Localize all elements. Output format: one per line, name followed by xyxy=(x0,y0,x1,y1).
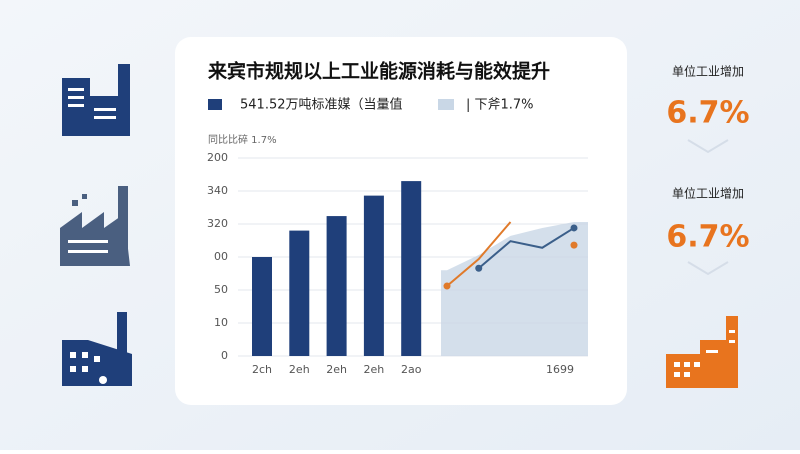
chevrons xyxy=(687,139,729,276)
chart-subtitle: 同比比碎 1.7% xyxy=(208,133,277,146)
line-point xyxy=(475,264,483,272)
icon-factory-1 xyxy=(62,64,130,136)
line-point xyxy=(443,282,451,290)
y-tick-label: 200 xyxy=(207,151,228,164)
y-tick-label: 00 xyxy=(214,250,228,263)
stat-label: 单位工业增加 xyxy=(672,64,744,79)
bar xyxy=(326,216,347,356)
x-tick-label: 2eh xyxy=(326,363,347,376)
legend-swatch xyxy=(438,99,454,110)
bar xyxy=(401,181,422,356)
y-tick-label: 0 xyxy=(221,349,228,362)
x-tick-label: 2ch xyxy=(252,363,272,376)
line xyxy=(478,227,575,269)
legend-label: | 下斧1.7% xyxy=(466,98,534,113)
stat-value: 6.7% xyxy=(666,220,749,255)
stat-value: 6.7% xyxy=(666,96,749,131)
x-tick-label: 2ao xyxy=(401,363,422,376)
stat-label: 单位工业增加 xyxy=(672,186,744,201)
x-tick-label: 2eh xyxy=(289,363,310,376)
legend-swatch xyxy=(208,99,222,110)
bar xyxy=(363,195,384,356)
line-point xyxy=(570,224,578,232)
y-tick-label: 340 xyxy=(207,184,228,197)
x-tick-label: 1699 xyxy=(546,363,574,376)
y-tick-label: 10 xyxy=(214,316,228,329)
line-point xyxy=(570,241,578,249)
icon-factory-2 xyxy=(60,186,130,266)
area xyxy=(441,222,588,356)
y-tick-label: 50 xyxy=(214,283,228,296)
y-tick-label: 320 xyxy=(207,217,228,230)
bar xyxy=(252,257,272,356)
icon-factory-3 xyxy=(62,312,132,386)
x-tick-label: 2eh xyxy=(364,363,385,376)
icon-factory-orange xyxy=(666,316,738,388)
legend-label: 541.52万吨标准媒（当量值 xyxy=(240,97,403,113)
chart-title: 来宾市规规以上工业能源消耗与能效提升 xyxy=(208,60,550,83)
bar xyxy=(289,230,310,356)
